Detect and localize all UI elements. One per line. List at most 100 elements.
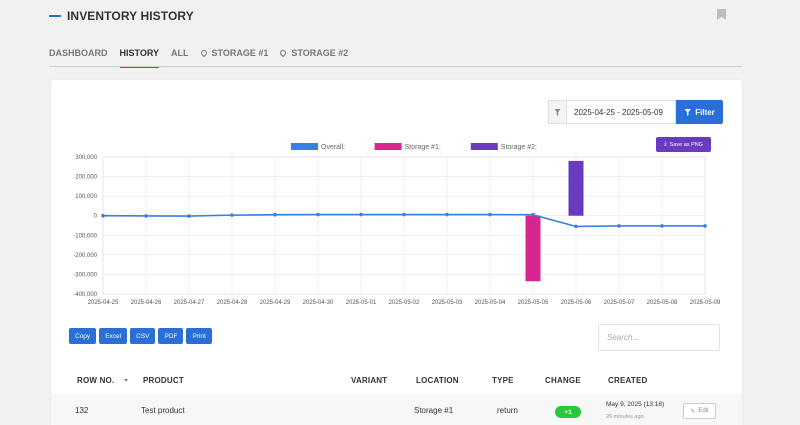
inventory-chart: 300,000 200,000 100,000 0 -100,000 -200,000 -3…: [73, 143, 721, 306]
tab-storage-2[interactable]: STORAGE #2: [279, 44, 349, 62]
tab-label: STORAGE #1: [211, 48, 269, 58]
funnel-icon: [554, 108, 561, 116]
x-tick-label: 2025-04-26: [131, 300, 162, 306]
column-header-type[interactable]: TYPE: [492, 376, 514, 385]
y-tick-label: -400,000: [73, 292, 97, 298]
overall-point: [101, 213, 105, 218]
tab-label: DASHBOARD: [49, 48, 108, 58]
sort-desc-icon[interactable]: [124, 379, 128, 382]
x-tick-label: 2025-04-30: [303, 300, 334, 306]
overall-point: [703, 224, 707, 228]
legend-label: Storage #2:: [501, 144, 537, 151]
tab-storage-1[interactable]: STORAGE #1: [199, 44, 269, 62]
y-tick-label: 0: [94, 214, 98, 220]
x-tick-label: 2025-05-04: [475, 300, 506, 306]
overall-point: [187, 214, 191, 218]
x-tick-label: 2025-05-07: [604, 300, 635, 306]
tab-label: ALL: [171, 48, 189, 58]
overall-point: [144, 214, 148, 218]
download-icon: ⤓: [664, 141, 667, 147]
overall-point: [488, 212, 492, 217]
filter-button[interactable]: Filter: [676, 100, 723, 124]
x-tick-label: 2025-05-03: [432, 300, 463, 306]
bar-storage-1: [525, 215, 541, 282]
x-tick-label: 2025-04-29: [260, 300, 291, 306]
y-tick-label: -200,000: [73, 253, 97, 259]
tab-bar: DASHBOARD HISTORY ALL STORAGE #1 STORAGE #2: [49, 44, 360, 68]
header-accent-bar: [49, 15, 61, 17]
search-input[interactable]: [598, 324, 720, 351]
overall-point: [230, 213, 234, 217]
page-title: INVENTORY HISTORY: [67, 9, 194, 23]
csv-button[interactable]: CSV: [130, 328, 156, 344]
overall-point: [574, 224, 578, 229]
y-tick-label: 300,000: [75, 155, 97, 161]
pencil-icon: ✎: [690, 408, 696, 415]
x-tick-label: 2025-05-09: [690, 300, 721, 306]
column-header-row-no[interactable]: ROW NO.: [77, 376, 115, 385]
bookmark-icon[interactable]: [717, 9, 726, 20]
tab-label: HISTORY: [119, 48, 160, 58]
legend-swatch: [374, 143, 402, 150]
edit-button[interactable]: ✎ Edit: [683, 403, 716, 419]
tab-divider: [49, 66, 742, 67]
y-tick-label: 200,000: [75, 175, 97, 181]
content-card: Filter ⤓Save as PNG 300,000 200,000 100,00…: [51, 80, 742, 425]
cell-type: return: [497, 406, 518, 415]
bar-storage-2: [568, 160, 584, 216]
overall-point: [445, 212, 449, 217]
location-pin-icon: [279, 48, 288, 58]
x-tick-label: 2025-05-06: [561, 300, 592, 306]
change-badge: +1: [555, 406, 581, 418]
x-tick-label: 2025-05-01: [346, 300, 377, 306]
x-tick-label: 2025-05-08: [647, 300, 678, 306]
x-tick-label: 2025-04-25: [88, 300, 119, 306]
x-tick-label: 2025-05-02: [389, 300, 420, 306]
overall-point: [617, 224, 621, 228]
y-tick-label: -100,000: [73, 233, 97, 239]
overall-point: [660, 224, 664, 228]
column-header-product[interactable]: PRODUCT: [143, 376, 184, 385]
x-tick-label: 2025-05-05: [518, 300, 549, 306]
filter-button-label: Filter: [695, 107, 715, 117]
legend-swatch: [291, 143, 318, 150]
y-tick-label: -300,000: [73, 272, 97, 278]
overall-point: [531, 212, 535, 217]
overall-point: [316, 212, 320, 217]
pdf-button[interactable]: PDF: [158, 328, 184, 344]
legend-label: Overall:: [321, 144, 345, 151]
column-header-variant[interactable]: VARIANT: [351, 376, 388, 385]
column-header-change[interactable]: CHANGE: [545, 376, 581, 385]
location-pin-icon: [199, 48, 208, 58]
save-as-png-button[interactable]: ⤓ Save as PNG: [656, 137, 711, 152]
legend-swatch: [470, 143, 498, 150]
funnel-icon: [684, 108, 692, 116]
date-range-input[interactable]: [566, 100, 676, 124]
legend-label: Storage #1:: [405, 144, 441, 151]
tab-history[interactable]: HISTORY: [119, 44, 160, 68]
save-button-label: Save as PNG: [669, 141, 703, 148]
filter-prefix: [548, 100, 566, 124]
cell-row-no: 132: [75, 406, 89, 415]
overall-point: [402, 212, 406, 217]
cell-location: Storage #1: [414, 406, 454, 415]
copy-button[interactable]: Copy: [69, 328, 97, 344]
cell-created-date: May 9, 2025 (13:18): [606, 401, 665, 408]
y-tick-label: 100,000: [75, 194, 97, 200]
export-buttons: Copy Excel CSV PDF Print: [69, 328, 215, 344]
date-filter: Filter: [548, 100, 723, 124]
table-row: [51, 394, 742, 425]
column-header-created[interactable]: CREATED: [608, 376, 648, 385]
x-tick-label: 2025-04-28: [217, 300, 248, 306]
excel-button[interactable]: Excel: [99, 328, 128, 344]
column-header-location[interactable]: LOCATION: [416, 376, 459, 385]
tab-dashboard[interactable]: DASHBOARD: [49, 44, 108, 62]
cell-product: Test product: [141, 406, 185, 415]
tab-all[interactable]: ALL: [171, 44, 189, 62]
edit-button-label: Edit: [698, 408, 709, 414]
tab-label: STORAGE #2: [291, 48, 349, 58]
overall-point: [359, 212, 363, 217]
print-button[interactable]: Print: [186, 328, 212, 344]
overall-point: [273, 212, 277, 217]
cell-created-ago: 26 minutes ago: [606, 414, 644, 420]
